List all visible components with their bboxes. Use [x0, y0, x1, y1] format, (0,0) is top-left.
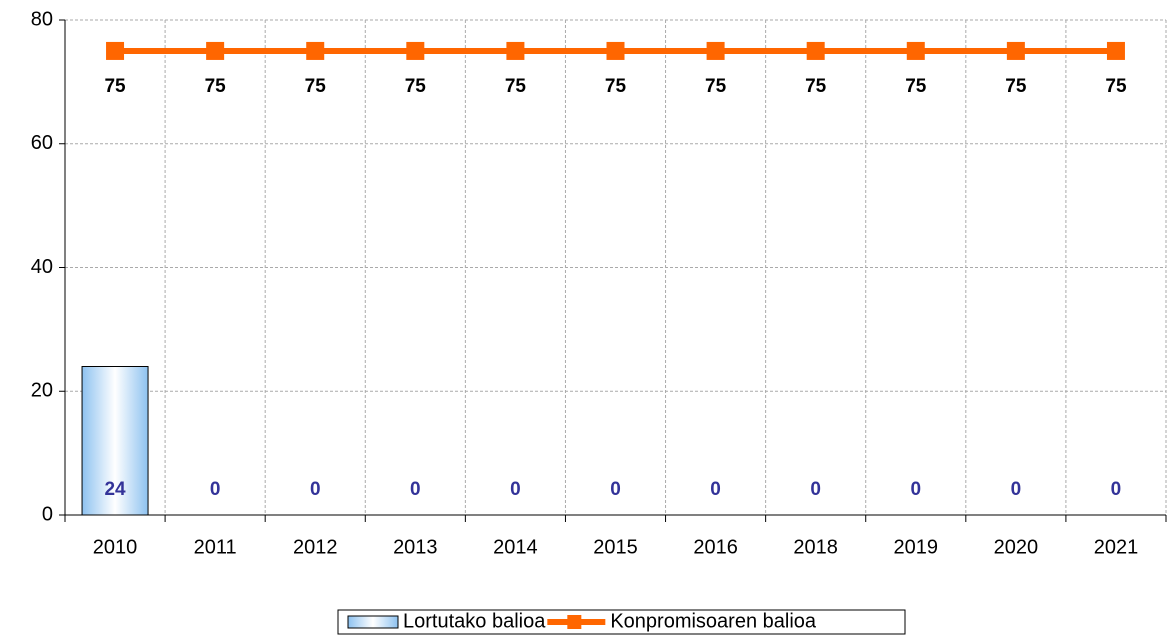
- bar-label: 0: [210, 479, 221, 500]
- line-label: 75: [705, 76, 727, 97]
- bar-label: 24: [104, 479, 126, 500]
- y-tick-label: 40: [31, 256, 53, 278]
- line-marker: [806, 41, 825, 60]
- line-label: 75: [805, 76, 827, 97]
- bar-label: 0: [1111, 479, 1122, 500]
- legend-box: [337, 609, 906, 635]
- y-tick-label: 0: [42, 503, 53, 525]
- bar-label: 0: [710, 479, 721, 500]
- bar: [81, 366, 149, 516]
- bar-label: 0: [310, 479, 321, 500]
- x-tick-label: 2015: [593, 536, 638, 558]
- line-label: 75: [505, 76, 527, 97]
- line-marker: [106, 41, 125, 60]
- line-label: 75: [1005, 76, 1027, 97]
- legend-label: Lortutako balioa: [403, 610, 546, 632]
- line-label: 75: [305, 76, 327, 97]
- line-label: 75: [605, 76, 627, 97]
- bar-label: 0: [1011, 479, 1022, 500]
- x-tick-label: 2013: [393, 536, 438, 558]
- line-marker: [1106, 41, 1125, 60]
- bar-label: 0: [510, 479, 521, 500]
- line-marker: [406, 41, 425, 60]
- line-marker: [206, 41, 225, 60]
- x-tick-label: 2021: [1094, 536, 1139, 558]
- line-marker: [1006, 41, 1025, 60]
- x-tick-label: 2012: [293, 536, 338, 558]
- line-marker: [306, 41, 325, 60]
- legend-swatch: [347, 615, 399, 629]
- x-tick-label: 2010: [93, 536, 138, 558]
- y-tick-label: 80: [31, 8, 53, 30]
- y-tick-label: 60: [31, 132, 53, 154]
- y-tick-label: 20: [31, 380, 53, 402]
- x-tick-label: 2011: [194, 536, 237, 558]
- bar-label: 0: [810, 479, 821, 500]
- x-tick-label: 2016: [693, 536, 738, 558]
- line-label: 75: [205, 76, 227, 97]
- bar-label: 0: [910, 479, 921, 500]
- line-marker: [706, 41, 725, 60]
- x-tick-label: 2018: [793, 536, 838, 558]
- legend-swatch: [567, 615, 582, 629]
- line-marker: [506, 41, 525, 60]
- bar-label: 0: [610, 479, 621, 500]
- line-marker: [906, 41, 925, 60]
- line-label: 75: [405, 76, 427, 97]
- x-tick-label: 2019: [894, 536, 939, 558]
- line-label: 75: [1105, 76, 1127, 97]
- line-label: 75: [104, 76, 126, 97]
- line-label: 75: [905, 76, 927, 97]
- x-tick-label: 2020: [994, 536, 1039, 558]
- bar-label: 0: [410, 479, 421, 500]
- legend-label: Konpromisoaren balioa: [610, 610, 817, 632]
- line-marker: [606, 41, 625, 60]
- x-tick-label: 2014: [493, 536, 538, 558]
